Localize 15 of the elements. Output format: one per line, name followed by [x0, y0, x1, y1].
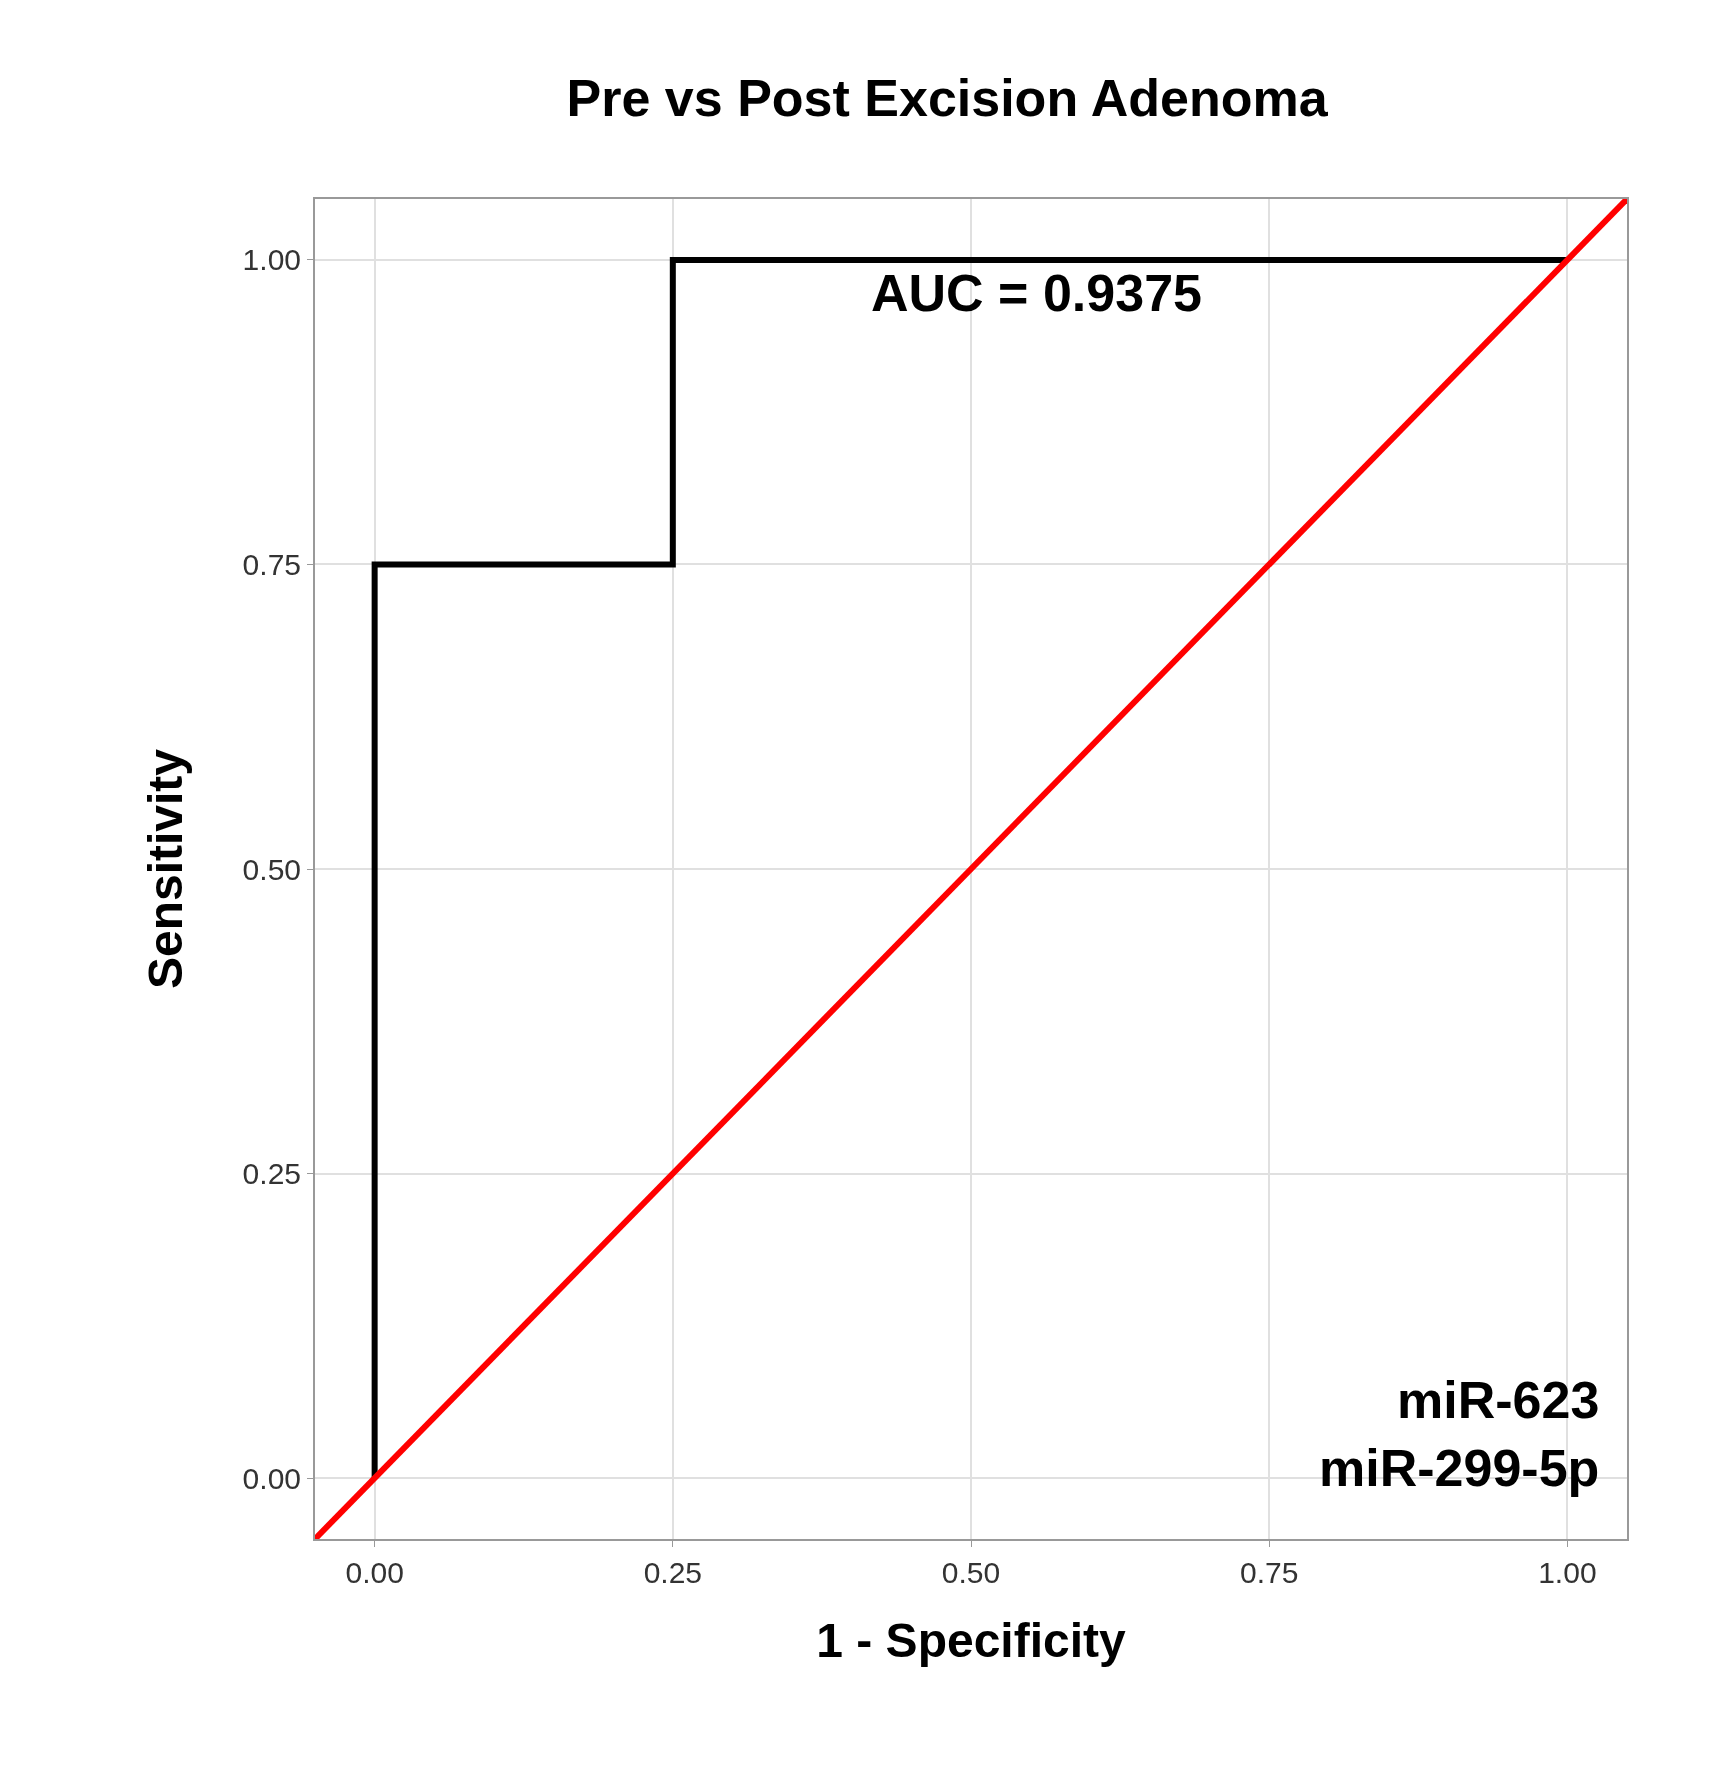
y-axis-title: Sensitivity — [138, 748, 192, 990]
x-tick-label: 0.75 — [1239, 1556, 1299, 1589]
y-tick-label: 0.00 — [242, 1461, 301, 1495]
annotation: AUC = 0.9375 — [871, 264, 1202, 322]
chart-title: Pre vs Post Excision Adenoma — [566, 68, 1329, 127]
y-tick-label: 1.00 — [242, 243, 301, 277]
annotation: miR-623 miR-299-5p — [1319, 1371, 1600, 1497]
x-tick-label: 0.25 — [643, 1556, 703, 1589]
x-tick-label: 0.50 — [941, 1556, 1001, 1589]
y-tick-label: 0.75 — [242, 547, 301, 581]
y-tick-label: 0.25 — [242, 1157, 301, 1191]
y-tick-label: 0.50 — [242, 852, 301, 886]
x-tick-label: 0.00 — [345, 1556, 404, 1589]
x-tick-label: 1.00 — [1538, 1556, 1597, 1589]
x-axis-title: 1 - Specificity — [816, 1613, 1127, 1667]
